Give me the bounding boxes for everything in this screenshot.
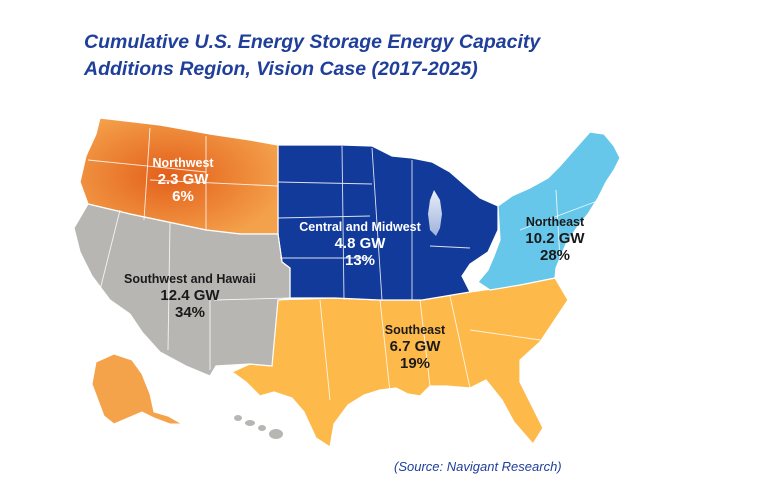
southwest-hawaii-name: Southwest and Hawaii xyxy=(124,272,256,286)
southwest-hawaii-capacity: 12.4 GW xyxy=(160,287,220,304)
central-midwest-share: 13% xyxy=(344,252,376,269)
northwest-share: 6% xyxy=(172,188,194,205)
region-northeast[interactable] xyxy=(477,131,621,291)
northeast-name: Northeast xyxy=(525,215,585,229)
title-line-1: Cumulative U.S. Energy Storage Energy Ca… xyxy=(84,31,541,53)
northeast-share: 28% xyxy=(539,247,571,264)
label-central-midwest: Central and Midwest 4.8 GW 13% xyxy=(290,219,430,269)
northwest-capacity: 2.3 GW xyxy=(157,171,209,188)
region-hawaii[interactable] xyxy=(234,415,283,439)
region-southeast[interactable] xyxy=(230,277,569,448)
central-midwest-name: Central and Midwest xyxy=(299,220,421,234)
region-southwest[interactable] xyxy=(73,203,291,377)
southeast-share: 19% xyxy=(399,355,431,372)
lake-michigan xyxy=(428,190,442,236)
state-borders xyxy=(87,127,601,401)
label-southwest-hawaii: Southwest and Hawaii 12.4 GW 34% xyxy=(110,271,270,321)
label-northeast: Northeast 10.2 GW 28% xyxy=(500,214,610,264)
region-alaska[interactable] xyxy=(91,353,184,425)
title-line-2: Additions Region, Vision Case (2017-2025… xyxy=(84,58,478,80)
source-note: (Source: Navigant Research) xyxy=(394,459,562,474)
central-midwest-capacity: 4.8 GW xyxy=(334,235,386,252)
label-southeast: Southeast 6.7 GW 19% xyxy=(360,322,470,372)
map-title: Cumulative U.S. Energy Storage Energy Ca… xyxy=(84,29,704,83)
southwest-hawaii-share: 34% xyxy=(174,304,206,321)
label-northwest: Northwest 2.3 GW 6% xyxy=(128,155,238,205)
northwest-name: Northwest xyxy=(152,156,214,170)
southeast-name: Southeast xyxy=(384,323,446,337)
northeast-capacity: 10.2 GW xyxy=(525,230,585,247)
southeast-capacity: 6.7 GW xyxy=(389,338,441,355)
